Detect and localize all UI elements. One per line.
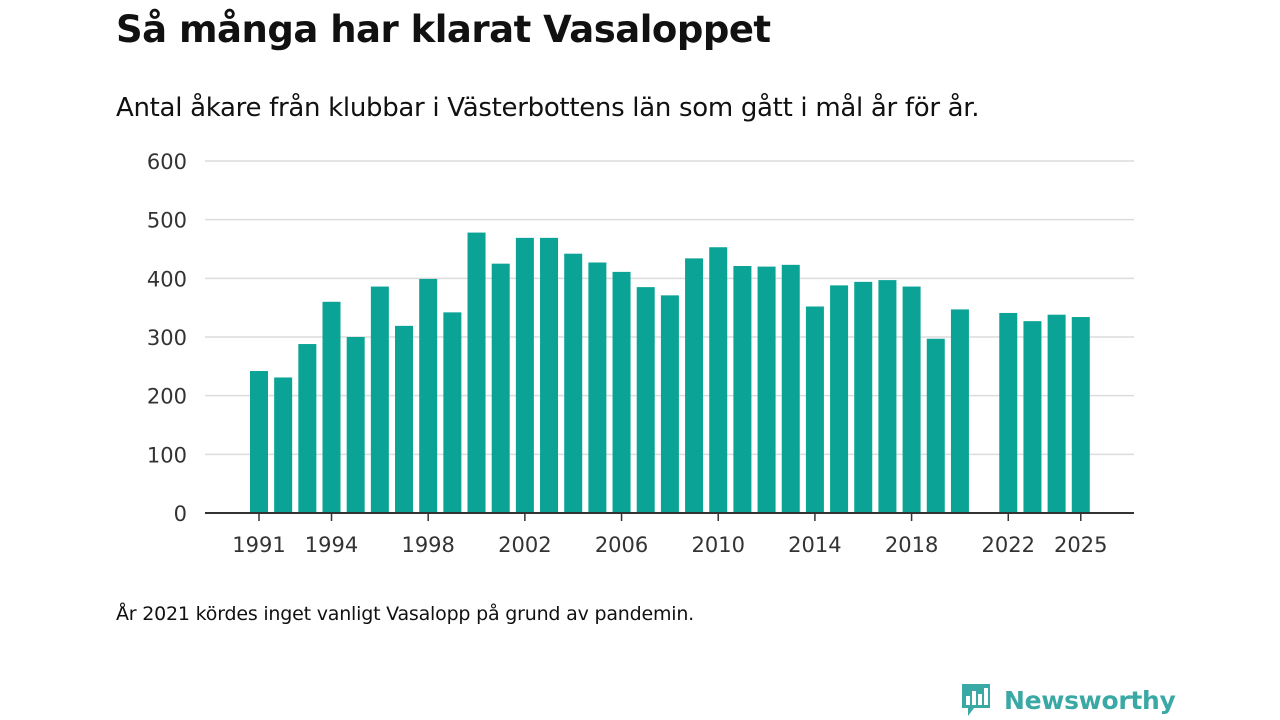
bar-2018[interactable] (902, 286, 921, 513)
brand-logo: Newsworthy (960, 680, 1176, 720)
bar-2007[interactable] (636, 287, 655, 513)
bar-2017[interactable] (878, 280, 897, 513)
x-tick-label: 2022 (982, 533, 1035, 557)
x-tick-label: 1994 (305, 533, 358, 557)
x-tick-label: 2018 (885, 533, 938, 557)
bar-2008[interactable] (660, 295, 679, 513)
y-tick-label: 100 (147, 443, 187, 467)
bar-2010[interactable] (709, 247, 728, 514)
bar-1999[interactable] (443, 312, 462, 513)
y-tick-label: 400 (147, 267, 187, 291)
x-tick-label: 1998 (401, 533, 454, 557)
x-tick-label: 2010 (692, 533, 745, 557)
y-tick-label: 300 (147, 326, 187, 350)
bar-1997[interactable] (395, 325, 414, 513)
chart-title: Så många har klarat Vasaloppet (116, 8, 771, 51)
bar-1995[interactable] (346, 337, 365, 513)
bar-2004[interactable] (564, 253, 583, 513)
y-tick-label: 600 (147, 150, 187, 174)
axes: 0 100 200 300 400 500 600 1991 1994 1998 2002 2006 2… (147, 150, 1134, 557)
bar-series (250, 232, 1090, 514)
bar-2025[interactable] (1071, 317, 1090, 513)
x-tick-label: 2014 (788, 533, 841, 557)
x-tick-label: 2002 (498, 533, 551, 557)
bar-2024[interactable] (1047, 314, 1066, 513)
bar-2002[interactable] (515, 237, 534, 513)
bar-1998[interactable] (419, 278, 438, 513)
bar-2019[interactable] (926, 338, 945, 513)
x-tick-label: 2006 (595, 533, 648, 557)
brand-name: Newsworthy (1004, 685, 1176, 715)
bar-2016[interactable] (854, 281, 873, 513)
bar-2006[interactable] (612, 271, 631, 513)
bar-2012[interactable] (757, 266, 776, 513)
bar-2005[interactable] (588, 262, 607, 513)
x-tick-label: 2025 (1054, 533, 1107, 557)
bar-2001[interactable] (491, 263, 510, 513)
bar-2009[interactable] (685, 258, 704, 513)
bar-2015[interactable] (830, 285, 849, 513)
bar-2020[interactable] (950, 309, 969, 513)
y-tick-label: 500 (147, 209, 187, 233)
bar-1992[interactable] (274, 377, 293, 513)
bar-2023[interactable] (1023, 321, 1042, 513)
bar-1996[interactable] (370, 286, 389, 513)
bar-2013[interactable] (781, 264, 800, 513)
bar-chart: 0 100 200 300 400 500 600 1991 1994 1998 2002 2006 2… (147, 150, 1134, 557)
bar-2011[interactable] (733, 266, 752, 513)
footnote: År 2021 kördes inget vanligt Vasalopp på… (116, 603, 695, 625)
bar-2003[interactable] (540, 237, 559, 513)
y-tick-label: 0 (174, 502, 187, 526)
bar-1994[interactable] (322, 301, 341, 513)
y-tick-label: 200 (147, 385, 187, 409)
bar-2014[interactable] (805, 306, 824, 513)
bar-chart-speech-bubble-icon (962, 684, 990, 716)
bar-1991[interactable] (250, 371, 268, 513)
bar-2000[interactable] (467, 232, 486, 513)
bar-2022[interactable] (999, 312, 1018, 513)
bar-1993[interactable] (298, 344, 317, 513)
chart-subtitle: Antal åkare från klubbar i Västerbottens… (116, 93, 980, 123)
x-tick-label: 1991 (232, 533, 285, 557)
